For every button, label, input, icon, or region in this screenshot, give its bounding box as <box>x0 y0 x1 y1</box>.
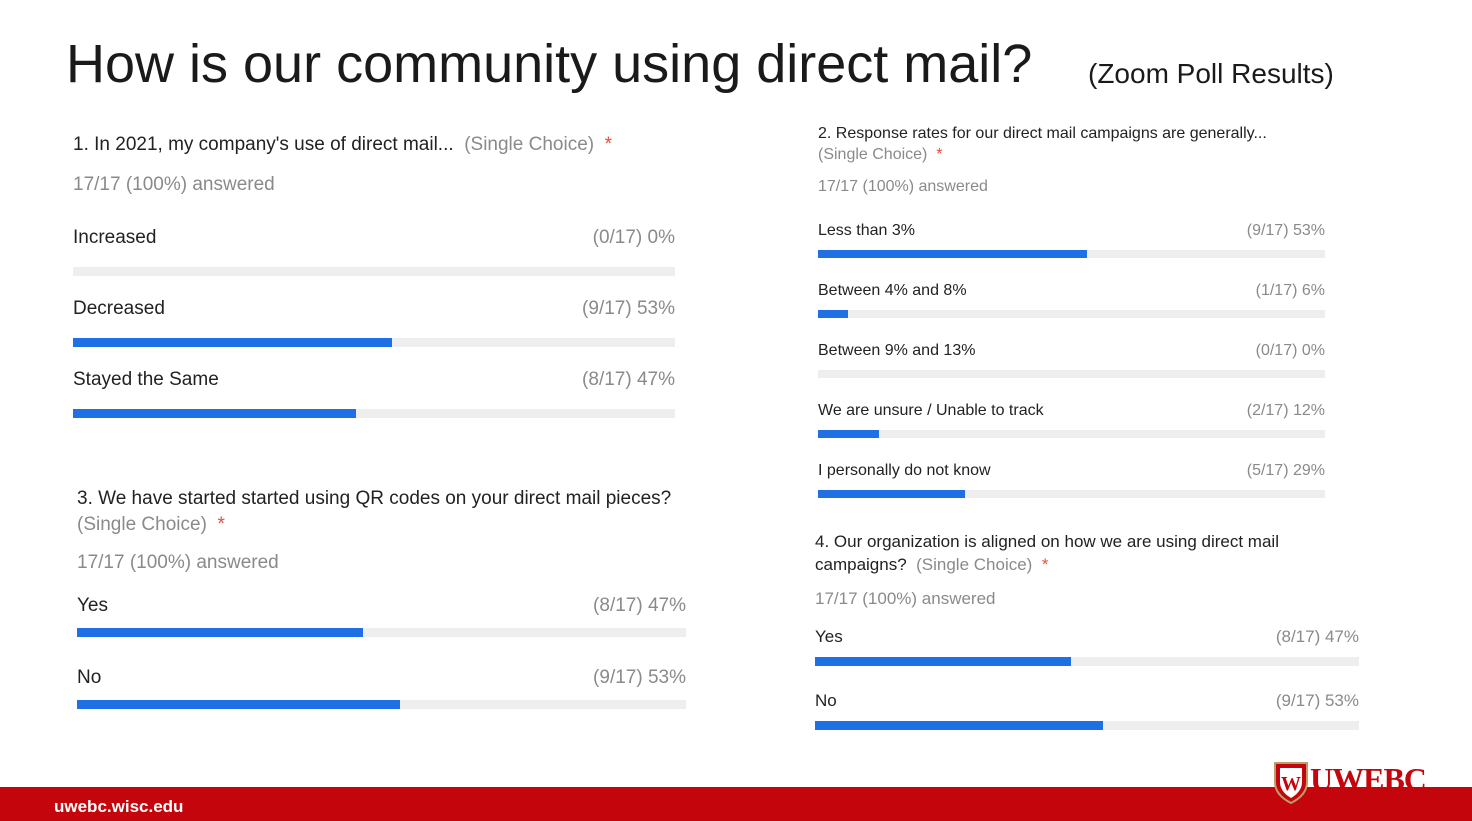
poll-option: Increased (0/17) 0% <box>73 224 675 295</box>
result-bar-track <box>77 628 686 637</box>
option-stat: (9/17) 53% <box>593 667 686 688</box>
option-label: I personally do not know <box>818 462 991 479</box>
option-stat: (8/17) 47% <box>1275 627 1359 646</box>
option-label: No <box>77 667 102 688</box>
result-bar-track <box>77 700 686 709</box>
options-list: Increased (0/17) 0% Decreased (9/17) 53%… <box>73 224 675 437</box>
result-bar-fill <box>73 338 393 347</box>
option-stat: (5/17) 29% <box>1246 462 1325 479</box>
poll-option: Stayed the Same (8/17) 47% <box>73 366 675 437</box>
option-stat: (9/17) 53% <box>1275 691 1359 710</box>
poll-option: Decreased (9/17) 53% <box>73 295 675 366</box>
option-stat: (0/17) 0% <box>592 227 675 248</box>
uwebc-logo: W UWEBC <box>1272 760 1432 804</box>
logo-text: UWEBC <box>1310 761 1427 797</box>
result-bar-track <box>815 657 1359 666</box>
footer-bar <box>0 787 1472 821</box>
result-bar-track <box>815 721 1359 730</box>
result-bar-fill <box>77 700 400 709</box>
option-stat: (8/17) 47% <box>582 369 675 390</box>
option-stat: (8/17) 47% <box>593 595 686 616</box>
option-stat: (0/17) 0% <box>1255 342 1325 359</box>
question-type: (Single Choice) <box>818 146 928 163</box>
options-list: Yes (8/17) 47% No (9/17) 53% <box>77 594 686 738</box>
poll-option: Yes (8/17) 47% <box>815 626 1359 690</box>
result-bar-fill <box>815 721 1104 730</box>
required-marker: * <box>936 146 943 163</box>
required-marker: * <box>1041 555 1049 574</box>
footer-url: uwebc.wisc.edu <box>54 797 184 816</box>
result-bar-fill <box>815 657 1071 666</box>
required-marker: * <box>604 134 613 155</box>
required-marker: * <box>217 514 225 535</box>
question-type: (Single Choice) <box>916 555 1033 574</box>
question-type: (Single Choice) <box>464 134 595 155</box>
option-stat: (2/17) 12% <box>1246 402 1325 419</box>
result-bar-track <box>73 338 675 347</box>
answered-count: 17/17 (100%) answered <box>77 552 279 573</box>
poll-question-2: 2. Response rates for our direct mail ca… <box>818 123 1325 521</box>
option-stat: (9/17) 53% <box>1246 222 1325 239</box>
option-label: Decreased <box>73 298 165 319</box>
result-bar-track <box>73 409 675 418</box>
option-stat: (1/17) 6% <box>1255 282 1325 299</box>
option-label: Between 9% and 13% <box>818 342 976 359</box>
result-bar-fill <box>818 310 849 318</box>
question-heading: 2. Response rates for our direct mail ca… <box>818 123 1325 165</box>
option-label: Between 4% and 8% <box>818 282 967 299</box>
result-bar-track <box>818 370 1325 378</box>
option-label: Stayed the Same <box>73 369 219 390</box>
question-text: 4. Our organization is aligned on how we… <box>815 532 1279 574</box>
result-bar-fill <box>77 628 364 637</box>
option-label: Yes <box>77 595 108 616</box>
options-list: Less than 3% (9/17) 53% Between 4% and 8… <box>818 221 1325 521</box>
answered-count: 17/17 (100%) answered <box>73 174 275 195</box>
result-bar-track <box>818 250 1325 258</box>
slide-subtitle: (Zoom Poll Results) <box>1088 58 1334 89</box>
question-text: 2. Response rates for our direct mail ca… <box>818 125 1267 142</box>
poll-option: Between 9% and 13% (0/17) 0% <box>818 341 1325 401</box>
result-bar-fill <box>73 409 356 418</box>
result-bar-fill <box>818 250 1087 258</box>
option-label: Increased <box>73 227 157 248</box>
poll-question-1: 1. In 2021, my company's use of direct m… <box>73 132 675 437</box>
question-heading: 4. Our organization is aligned on how we… <box>815 530 1359 576</box>
option-label: Less than 3% <box>818 222 915 239</box>
crest-icon: W <box>1274 762 1308 804</box>
poll-question-3: 3. We have started started using QR code… <box>77 486 686 738</box>
poll-option: No (9/17) 53% <box>815 690 1359 754</box>
option-stat: (9/17) 53% <box>582 298 675 319</box>
question-heading: 1. In 2021, my company's use of direct m… <box>73 132 675 162</box>
poll-option: Yes (8/17) 47% <box>77 594 686 666</box>
option-label: Yes <box>815 627 843 646</box>
option-label: No <box>815 691 837 710</box>
result-bar-fill <box>818 430 879 438</box>
question-text: 1. In 2021, my company's use of direct m… <box>73 134 454 155</box>
svg-text:W: W <box>1281 773 1301 795</box>
options-list: Yes (8/17) 47% No (9/17) 53% <box>815 626 1359 754</box>
result-bar-fill <box>818 490 966 498</box>
poll-question-4: 4. Our organization is aligned on how we… <box>815 530 1359 754</box>
result-bar-track <box>818 490 1325 498</box>
answered-count: 17/17 (100%) answered <box>815 589 996 608</box>
option-label: We are unsure / Unable to track <box>818 402 1044 419</box>
result-bar-track <box>73 267 675 276</box>
poll-option: Less than 3% (9/17) 53% <box>818 221 1325 281</box>
poll-option: No (9/17) 53% <box>77 666 686 738</box>
question-heading: 3. We have started started using QR code… <box>77 486 686 538</box>
slide-title: How is our community using direct mail? <box>66 34 1033 94</box>
question-text: 3. We have started started using QR code… <box>77 488 672 509</box>
result-bar-track <box>818 310 1325 318</box>
result-bar-track <box>818 430 1325 438</box>
poll-option: Between 4% and 8% (1/17) 6% <box>818 281 1325 341</box>
poll-option: We are unsure / Unable to track (2/17) 1… <box>818 401 1325 461</box>
poll-option: I personally do not know (5/17) 29% <box>818 461 1325 521</box>
question-type: (Single Choice) <box>77 514 207 535</box>
answered-count: 17/17 (100%) answered <box>818 178 988 195</box>
